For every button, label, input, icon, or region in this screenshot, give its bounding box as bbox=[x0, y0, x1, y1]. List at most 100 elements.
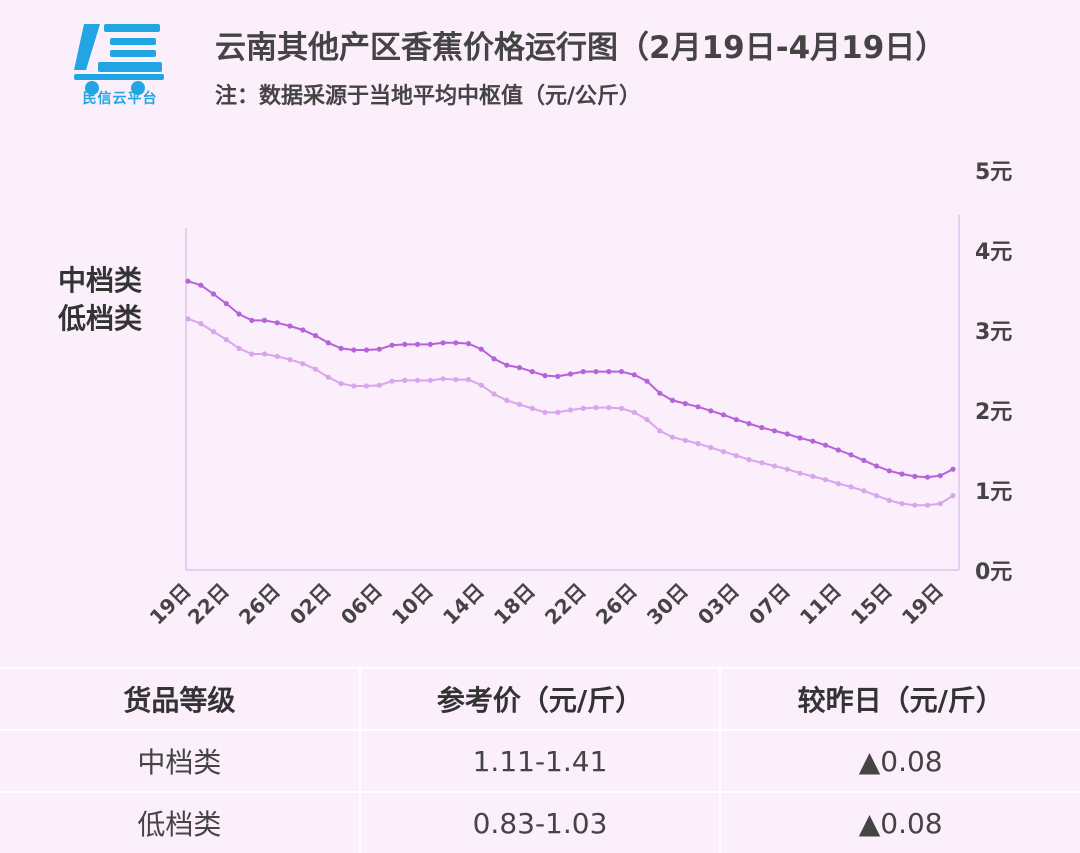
data-point-mid bbox=[555, 373, 561, 379]
data-point-mid bbox=[695, 404, 701, 410]
data-point-low bbox=[389, 378, 395, 384]
x-tick-label: 22日 bbox=[540, 579, 591, 630]
data-point-low bbox=[363, 383, 370, 389]
data-point-low bbox=[924, 502, 931, 508]
data-point-mid bbox=[669, 397, 676, 403]
data-point-mid bbox=[427, 341, 433, 347]
table-header-change: 较昨日（元/斤） bbox=[719, 669, 1080, 729]
data-point-mid bbox=[861, 457, 867, 463]
x-tick-label: 10日 bbox=[387, 579, 438, 630]
data-point-mid bbox=[185, 278, 191, 284]
data-point-low bbox=[631, 409, 637, 415]
data-point-low bbox=[886, 497, 892, 503]
x-tick-label: 02日 bbox=[285, 579, 336, 630]
data-point-low bbox=[504, 397, 510, 403]
data-point-low bbox=[720, 449, 727, 455]
data-point-low bbox=[555, 409, 561, 415]
data-point-mid bbox=[682, 401, 688, 407]
data-point-mid bbox=[912, 473, 918, 479]
data-point-mid bbox=[746, 421, 752, 427]
x-tick-label: 26日 bbox=[591, 579, 642, 630]
logo-text: 民信云平台 bbox=[82, 91, 158, 107]
data-point-low bbox=[491, 391, 497, 397]
data-point-low bbox=[733, 453, 739, 459]
data-point-mid bbox=[848, 452, 854, 458]
data-point-low bbox=[338, 381, 344, 387]
data-point-low bbox=[644, 417, 650, 423]
data-point-mid bbox=[873, 463, 880, 469]
data-point-low bbox=[708, 445, 714, 451]
data-point-mid bbox=[567, 371, 574, 377]
data-point-mid bbox=[376, 346, 382, 352]
data-point-mid bbox=[504, 362, 510, 368]
data-point-low bbox=[835, 481, 841, 487]
data-point-low bbox=[427, 377, 433, 383]
data-point-mid bbox=[886, 468, 892, 474]
data-point-mid bbox=[580, 369, 586, 375]
price-table: 货品等级 参考价（元/斤） 较昨日（元/斤） 中档类 1.11-1.41 ▲0.… bbox=[0, 667, 1080, 853]
data-point-low bbox=[516, 401, 523, 407]
series-labels: 中档类 低档类 bbox=[58, 262, 142, 338]
data-point-mid bbox=[606, 369, 612, 375]
minxin-logo-icon bbox=[74, 24, 164, 95]
data-point-mid bbox=[771, 428, 778, 434]
data-point-mid bbox=[236, 311, 242, 317]
x-tick-label: 30日 bbox=[642, 579, 693, 630]
data-point-mid bbox=[899, 471, 905, 477]
data-point-mid bbox=[593, 369, 599, 375]
data-point-mid bbox=[465, 341, 472, 347]
grade-cell: 中档类 bbox=[137, 746, 222, 779]
data-point-mid bbox=[351, 347, 357, 353]
data-point-low bbox=[300, 361, 306, 367]
data-point-low bbox=[797, 470, 803, 476]
data-point-low bbox=[618, 405, 625, 411]
data-point-low bbox=[236, 345, 242, 351]
data-point-mid bbox=[657, 390, 663, 396]
data-point-mid bbox=[618, 369, 625, 375]
x-tick-label: 18日 bbox=[489, 579, 540, 630]
data-point-mid bbox=[198, 282, 204, 288]
change-cell: ▲0.08 bbox=[719, 731, 1080, 791]
data-point-low bbox=[465, 377, 472, 383]
x-tick-label: 06日 bbox=[336, 579, 387, 630]
data-point-low bbox=[223, 337, 229, 343]
table-row: 低档类 0.83-1.03 ▲0.08 bbox=[0, 791, 1080, 853]
series-label-low: 低档类 bbox=[58, 302, 143, 335]
data-point-mid bbox=[402, 341, 408, 347]
data-point-mid bbox=[389, 342, 395, 348]
price-cell: 1.11-1.41 bbox=[358, 731, 720, 791]
data-point-mid bbox=[478, 346, 484, 352]
data-point-low bbox=[351, 383, 357, 389]
x-tick-label: 22日 bbox=[183, 579, 234, 630]
data-point-low bbox=[210, 329, 217, 335]
data-point-mid bbox=[950, 466, 956, 472]
data-point-mid bbox=[708, 408, 714, 414]
data-point-mid bbox=[363, 347, 370, 353]
data-point-low bbox=[542, 409, 548, 415]
data-point-mid bbox=[784, 431, 790, 437]
data-point-low bbox=[746, 457, 752, 463]
data-point-low bbox=[287, 357, 293, 363]
data-point-mid bbox=[810, 438, 816, 444]
data-point-mid bbox=[631, 372, 637, 378]
x-tick-label: 15日 bbox=[846, 579, 897, 630]
y-tick-label: 0元 bbox=[975, 560, 1012, 585]
data-point-low bbox=[669, 434, 676, 440]
data-point-mid bbox=[797, 435, 803, 441]
data-point-low bbox=[185, 316, 191, 322]
table-row: 中档类 1.11-1.41 ▲0.08 bbox=[0, 729, 1080, 791]
data-point-low bbox=[529, 405, 535, 411]
y-tick-label: 1元 bbox=[975, 480, 1012, 505]
data-point-low bbox=[682, 437, 688, 443]
data-point-low bbox=[249, 351, 255, 357]
data-point-low bbox=[695, 441, 701, 447]
table-header-price: 参考价（元/斤） bbox=[358, 669, 720, 729]
data-point-low bbox=[771, 463, 778, 469]
x-tick-label: 14日 bbox=[438, 579, 489, 630]
y-tick-label: 4元 bbox=[975, 240, 1012, 265]
data-point-low bbox=[810, 473, 816, 479]
data-point-low bbox=[414, 377, 421, 383]
data-point-mid bbox=[414, 341, 421, 347]
chart-title: 云南其他产区香蕉价格运行图（2月19日-4月19日） bbox=[215, 30, 947, 66]
